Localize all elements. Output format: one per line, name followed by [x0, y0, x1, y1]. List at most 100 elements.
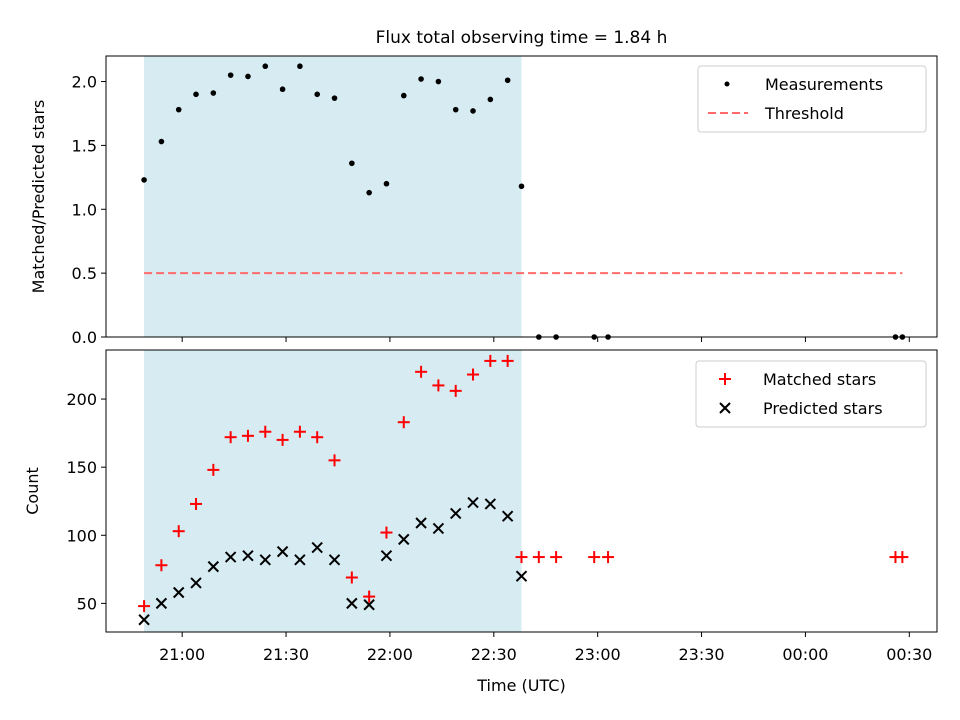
bottom-y-tick-label: 100: [66, 526, 97, 545]
measurement-point: [279, 86, 286, 93]
measurement-point: [400, 92, 407, 99]
matched-star-point: [550, 551, 563, 564]
predicted-star-point: [432, 522, 445, 535]
x-tick-label: 21:00: [159, 645, 205, 664]
x-tick-label: 22:00: [367, 645, 413, 664]
measurement-point: [487, 96, 494, 103]
matched-star-point: [172, 525, 185, 538]
matched-star-point: [328, 454, 341, 467]
predicted-star-point: [450, 507, 462, 520]
bottom-plot: 50 100 150 200 21:00 21:30 22:00 22:30 23:00 23:…: [23, 349, 938, 695]
matched-star-point: [467, 368, 480, 381]
top-plot: 0.00.51.01.52.0 Matched/Predicted stars …: [29, 55, 938, 347]
bottom-y-axis-label: Count: [23, 467, 42, 515]
top-y-axis-label: Matched/Predicted stars: [29, 100, 48, 294]
measurement-point: [262, 63, 269, 70]
matched-star-point: [380, 526, 393, 539]
measurement-point: [418, 76, 424, 82]
measurement-point: [504, 77, 511, 84]
predicted-star-point: [415, 517, 427, 529]
predicted-star-point: [155, 597, 168, 610]
bottom-y-ticks: 50 100 150 200: [66, 390, 106, 613]
predicted-star-point: [207, 560, 220, 573]
predicted-star-point: [259, 554, 271, 566]
measurement-point: [227, 72, 234, 78]
matched-star-point: [588, 551, 601, 564]
predicted-star-point: [515, 570, 528, 582]
top-y-tick-label: 0.0: [72, 328, 97, 347]
matched-star-point: [415, 365, 428, 378]
matched-star-point: [241, 429, 254, 442]
chart-title: Flux total observing time = 1.84 h: [376, 28, 668, 48]
top-y-tick-label: 2.0: [72, 73, 97, 92]
predicted-star-point: [501, 510, 514, 522]
matched-star-point: [896, 551, 909, 564]
x-tick-label: 23:00: [575, 645, 621, 664]
measurement-point: [518, 183, 525, 190]
predicted-star-point: [242, 550, 254, 562]
predicted-star-point: [311, 541, 323, 554]
top-y-ticks: 0.0 0.5 1.0 1.5 2.0: [72, 73, 106, 347]
measurement-point: [210, 90, 217, 96]
x-tick-label: 00:30: [886, 645, 932, 664]
x-tick-label: 23:30: [678, 645, 724, 664]
measurement-point: [141, 177, 147, 183]
measurement-point: [349, 160, 355, 167]
legend-measurements-label: Measurements: [765, 75, 883, 94]
bottom-y-tick-label: 50: [77, 594, 97, 613]
top-y-tick-label: 1.0: [72, 200, 97, 219]
top-x-ticks: [181, 337, 910, 342]
predicted-star-point: [467, 496, 479, 509]
measurement-point: [314, 91, 321, 98]
predicted-star-point: [380, 550, 393, 562]
measurement-point: [435, 78, 442, 85]
matched-star-point: [432, 379, 445, 392]
legend-matched-label: Matched stars: [763, 370, 876, 389]
x-axis-label: Time (UTC): [476, 676, 565, 695]
measurement-point: [470, 108, 476, 114]
legend-measurements-marker: [724, 81, 730, 87]
matched-star-point: [138, 600, 151, 613]
predicted-star-point: [484, 498, 497, 510]
matched-star-point: [293, 425, 306, 438]
bottom-x-ticks: 21:00 21:30 22:00 22:30 23:00 23:30 00:00 00:30: [159, 632, 932, 664]
predicted-star-point: [294, 554, 306, 566]
matched-star-point: [155, 559, 168, 572]
measurement-point: [193, 91, 199, 98]
predicted-star-point: [138, 614, 150, 626]
predicted-star-point: [363, 599, 375, 611]
matched-star-point: [501, 354, 514, 367]
top-y-tick-label: 0.5: [72, 264, 97, 283]
bottom-legend-box: [695, 360, 927, 428]
bottom-observing-window: [144, 350, 522, 632]
x-tick-label: 21:30: [263, 645, 309, 664]
bottom-legend: Matched stars Predicted stars: [695, 360, 927, 428]
measurement-point: [158, 138, 165, 145]
matched-star-point: [224, 431, 237, 444]
legend-matched-marker: [719, 373, 731, 385]
matched-star-point: [515, 551, 528, 564]
top-legend: Measurements Threshold: [697, 65, 927, 133]
top-plot-frame: [105, 55, 938, 338]
top-legend-box: [697, 65, 927, 133]
matched-star-point: [207, 463, 220, 476]
predicted-star-point: [328, 554, 341, 566]
bottom-y-tick-label: 200: [66, 390, 97, 409]
measurement-point: [245, 73, 251, 80]
predicted-star-point: [398, 533, 410, 546]
matched-star-point: [276, 433, 289, 446]
matched-star-point: [311, 431, 324, 444]
legend-predicted-marker: [719, 402, 731, 414]
measurement-point: [452, 106, 459, 113]
matched-star-point: [449, 384, 462, 397]
predicted-star-point: [346, 597, 358, 610]
bottom-plot-frame: [105, 349, 938, 633]
x-tick-label: 22:30: [471, 645, 517, 664]
x-tick-label: 00:00: [782, 645, 828, 664]
matched-star-point: [484, 354, 497, 367]
top-observing-window: [144, 56, 522, 337]
matched-star-point: [259, 425, 272, 438]
measurement-point: [366, 189, 372, 196]
matched-star-point: [190, 497, 203, 510]
